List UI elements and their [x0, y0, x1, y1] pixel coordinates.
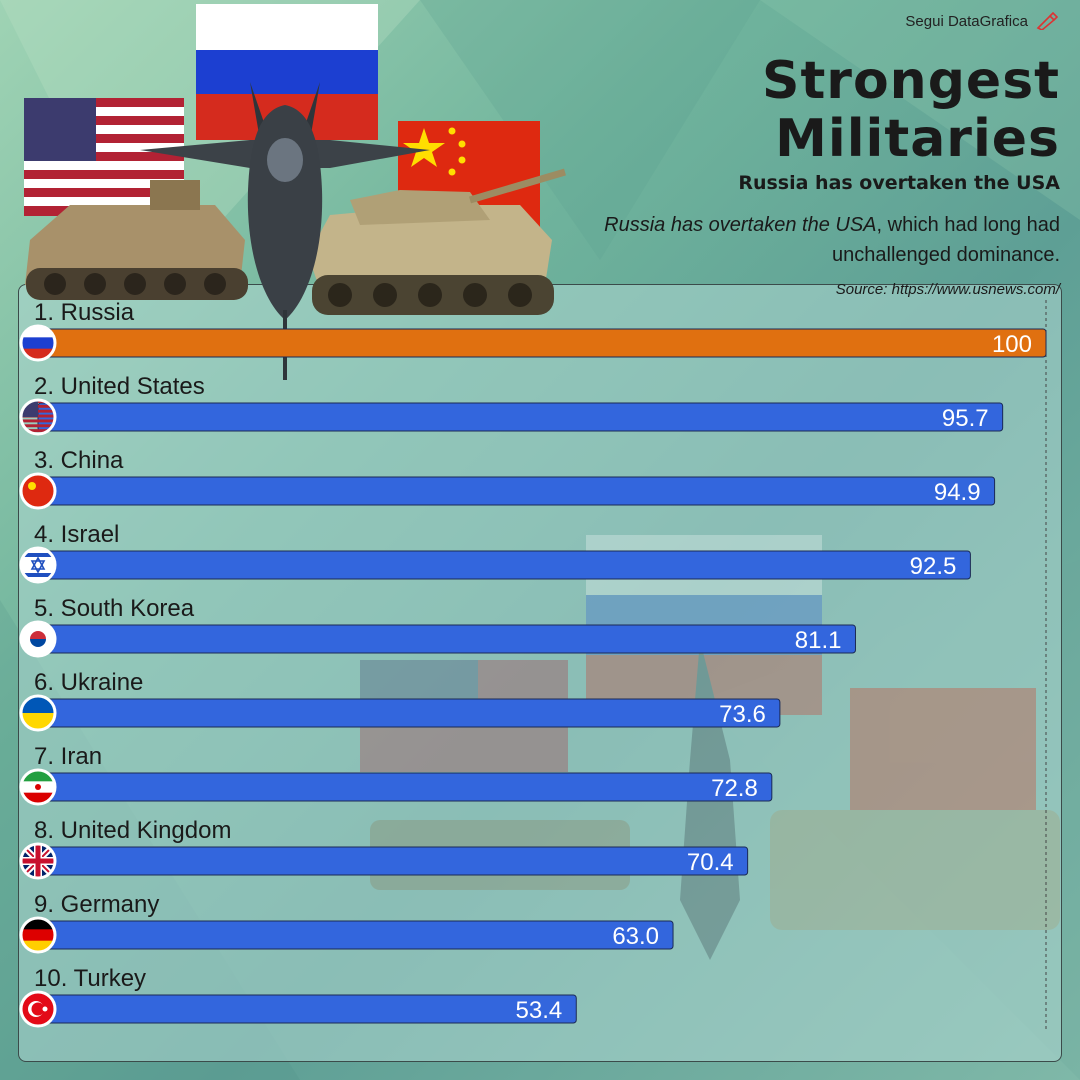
bar-row: 5. South Korea 81.1 — [19, 595, 856, 658]
category-label: 9. Germany — [34, 891, 159, 918]
category-label: 3. China — [34, 447, 124, 474]
israel-flag-icon — [19, 546, 57, 584]
bar-row: 10. Turkey 53.4 — [19, 965, 577, 1028]
germany-flag-icon — [19, 916, 57, 954]
bar — [37, 476, 996, 506]
brand: Segui DataGrafica — [905, 12, 1058, 30]
title-line-1: Strongest — [762, 51, 1060, 111]
description-emphasis: Russia has overtaken the USA — [604, 214, 877, 236]
category-label: 8. United Kingdom — [34, 817, 231, 844]
value-label: 95.7 — [942, 405, 989, 432]
china-flag-icon — [19, 472, 57, 510]
bar-row: 1. Russia 100 — [19, 299, 1047, 362]
bar-row: 7. Iran 72.8 — [19, 743, 773, 806]
value-label: 94.9 — [934, 479, 981, 506]
value-label: 73.6 — [719, 701, 766, 728]
uk-flag-icon — [19, 842, 57, 880]
value-label: 53.4 — [516, 997, 563, 1024]
category-label: 2. United States — [34, 373, 205, 400]
page-title: Strongest Militaries — [762, 52, 1060, 168]
source-note: Source: https://www.usnews.com/ — [835, 281, 1060, 298]
russia-flag-icon — [19, 324, 57, 362]
value-label: 70.4 — [687, 849, 734, 876]
bar — [37, 698, 781, 728]
bar-row: 2. United States 95.7 — [19, 373, 1004, 436]
category-label: 4. Israel — [34, 521, 119, 548]
pencil-ruler-icon — [1036, 12, 1058, 30]
bar-row: 6. Ukraine 73.6 — [19, 669, 781, 732]
bar-row: 9. Germany 63.0 — [19, 891, 674, 954]
bar-row: 8. United Kingdom 70.4 — [19, 817, 749, 880]
page-subtitle: Russia has overtaken the USA — [738, 172, 1060, 194]
fighter-jet — [140, 82, 430, 380]
south-korea-flag-icon — [19, 620, 57, 658]
usa-flag-icon — [19, 398, 57, 436]
category-label: 10. Turkey — [34, 965, 146, 992]
ifv-vehicle — [25, 180, 248, 300]
bar — [37, 846, 749, 876]
bar-row: 3. China 94.9 — [19, 447, 996, 510]
category-label: 1. Russia — [34, 299, 135, 326]
bar — [37, 772, 773, 802]
category-label: 5. South Korea — [34, 595, 195, 622]
bar — [37, 624, 856, 654]
bar — [37, 920, 674, 950]
turkey-flag-icon — [19, 990, 57, 1028]
bar — [37, 994, 577, 1024]
category-label: 7. Iran — [34, 743, 102, 770]
russia-flag-image — [196, 4, 378, 140]
description-rest: , which had long had unchallenged domina… — [832, 214, 1060, 266]
bar — [37, 550, 971, 580]
iran-flag-icon — [19, 768, 57, 806]
value-label: 100 — [992, 331, 1032, 358]
value-label: 72.8 — [711, 775, 758, 802]
value-label: 81.1 — [795, 627, 842, 654]
ukraine-flag-icon — [19, 694, 57, 732]
value-label: 63.0 — [612, 923, 659, 950]
title-line-2: Militaries — [775, 109, 1060, 169]
bar — [37, 328, 1047, 358]
bar-row: 4. Israel 92.5 — [19, 521, 971, 584]
value-label: 92.5 — [910, 553, 957, 580]
bar — [37, 402, 1004, 432]
description: Russia has overtaken the USA, which had … — [520, 210, 1060, 270]
category-label: 6. Ukraine — [34, 669, 143, 696]
brand-name: Segui DataGrafica — [905, 12, 1028, 30]
tank-vehicle — [308, 168, 566, 315]
